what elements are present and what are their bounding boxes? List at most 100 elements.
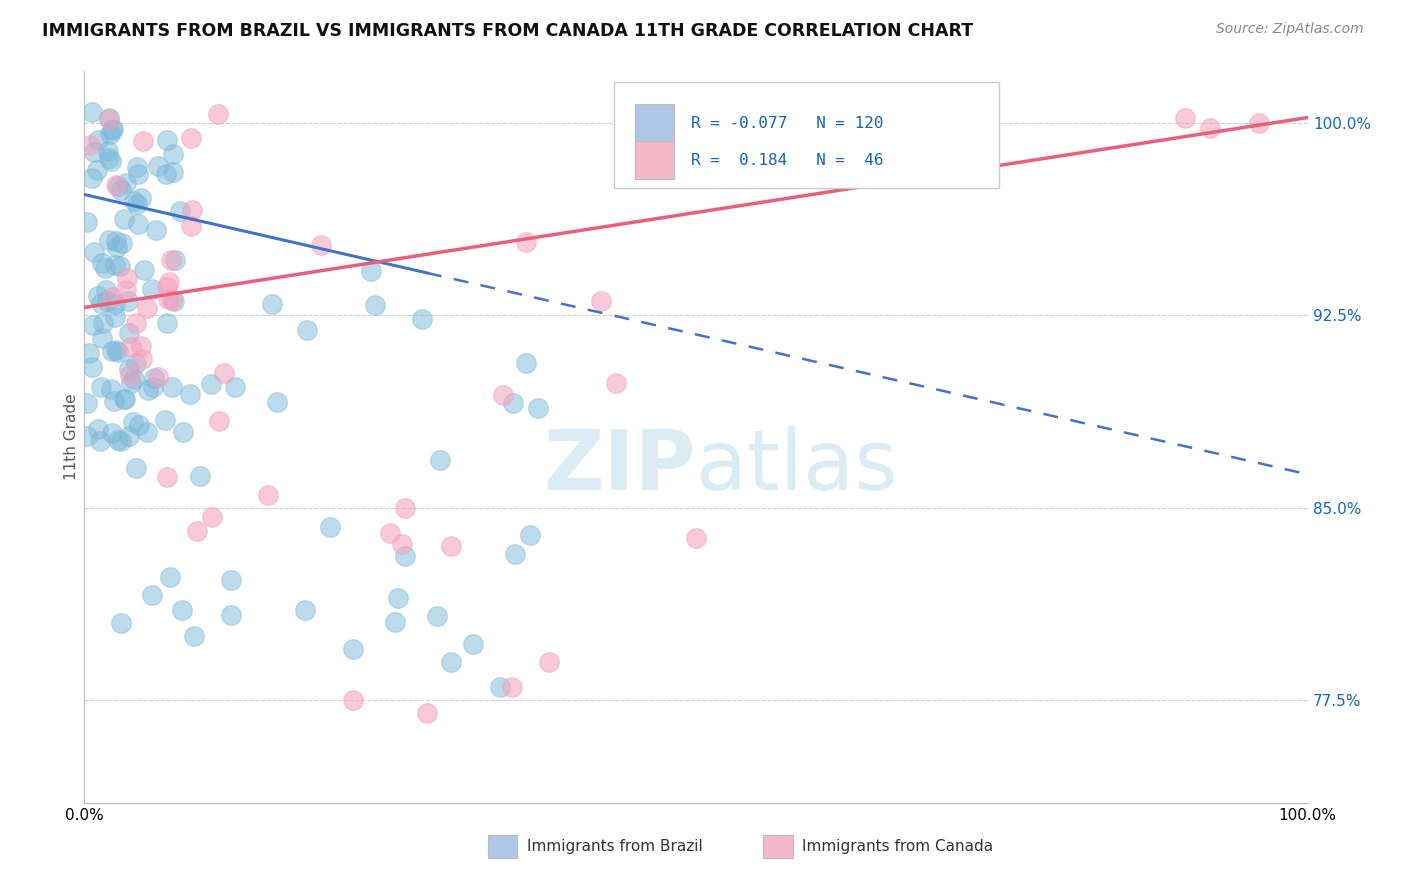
Point [110, 183, 132, 197]
Point [104, 343, 127, 357]
Point [219, 608, 242, 623]
Bar [488, 835, 517, 858]
Point [100, 382, 122, 396]
Point [440, 539, 463, 553]
Text: IMMIGRANTS FROM BRAZIL VS IMMIGRANTS FROM CANADA 11TH GRADE CORRELATION CHART: IMMIGRANTS FROM BRAZIL VS IMMIGRANTS FRO… [42, 22, 973, 40]
Point [77, 346, 100, 360]
Point [127, 167, 149, 181]
Point [160, 380, 183, 394]
Point [380, 526, 402, 541]
Point [131, 338, 153, 352]
Point [183, 629, 205, 643]
Point [180, 131, 202, 145]
Point [94, 284, 117, 298]
Point [142, 370, 165, 384]
Point [489, 681, 512, 695]
Point [188, 469, 211, 483]
Point [172, 425, 194, 440]
Point [429, 453, 451, 467]
Point [172, 603, 194, 617]
Point [157, 293, 180, 307]
Point [141, 588, 163, 602]
Point [122, 372, 145, 386]
Point [125, 460, 148, 475]
Point [107, 433, 129, 447]
Point [156, 133, 179, 147]
Point [76, 396, 98, 410]
Point [87, 421, 110, 435]
Point [104, 310, 127, 325]
Point [112, 392, 135, 406]
Point [110, 616, 132, 631]
Point [266, 394, 288, 409]
Point [502, 395, 524, 409]
Point [391, 537, 413, 551]
Point [1198, 120, 1220, 135]
Point [162, 293, 184, 308]
Point [1174, 111, 1197, 125]
Point [94, 261, 117, 276]
Point [76, 428, 98, 442]
Point [145, 223, 167, 237]
Point [101, 426, 124, 441]
Point [97, 112, 120, 126]
Point [146, 160, 169, 174]
Point [519, 528, 541, 542]
Point [136, 301, 159, 315]
Point [319, 520, 342, 534]
Point [179, 386, 201, 401]
Point [89, 434, 111, 448]
Point [103, 297, 125, 311]
Point [503, 547, 526, 561]
Point [101, 344, 124, 359]
Point [105, 239, 128, 253]
Point [160, 293, 183, 307]
Point [100, 154, 122, 169]
Point [91, 316, 114, 330]
Point [112, 212, 135, 227]
Point [90, 296, 112, 310]
Point [79, 137, 101, 152]
Point [426, 609, 449, 624]
Bar [636, 104, 673, 143]
Point [200, 376, 222, 391]
Point [207, 414, 229, 428]
Text: R = -0.077   N = 120: R = -0.077 N = 120 [692, 116, 883, 131]
Point [97, 144, 120, 158]
Point [121, 415, 143, 429]
Point [118, 326, 141, 340]
Bar [763, 835, 793, 858]
Point [219, 573, 242, 587]
Point [80, 105, 103, 120]
Point [97, 111, 120, 125]
Point [98, 128, 121, 142]
Point [685, 532, 707, 546]
Point [360, 264, 382, 278]
Point [297, 322, 319, 336]
Point [83, 145, 105, 160]
Point [125, 316, 148, 330]
Y-axis label: 11th Grade: 11th Grade [63, 393, 79, 481]
Point [538, 655, 561, 669]
Point [169, 204, 191, 219]
Point [411, 312, 433, 326]
Point [82, 359, 104, 374]
Point [387, 591, 409, 605]
Point [128, 417, 150, 432]
Point [502, 681, 524, 695]
Point [342, 641, 364, 656]
Point [156, 280, 179, 294]
Point [91, 331, 114, 345]
Point [118, 368, 141, 383]
Point [120, 376, 142, 390]
Point [155, 167, 177, 181]
Point [214, 366, 236, 380]
Point [156, 470, 179, 484]
Point [141, 282, 163, 296]
Text: Source: ZipAtlas.com: Source: ZipAtlas.com [1216, 22, 1364, 37]
Point [103, 393, 125, 408]
Point [156, 316, 179, 330]
Point [131, 352, 153, 367]
Point [440, 655, 463, 669]
Point [260, 297, 283, 311]
